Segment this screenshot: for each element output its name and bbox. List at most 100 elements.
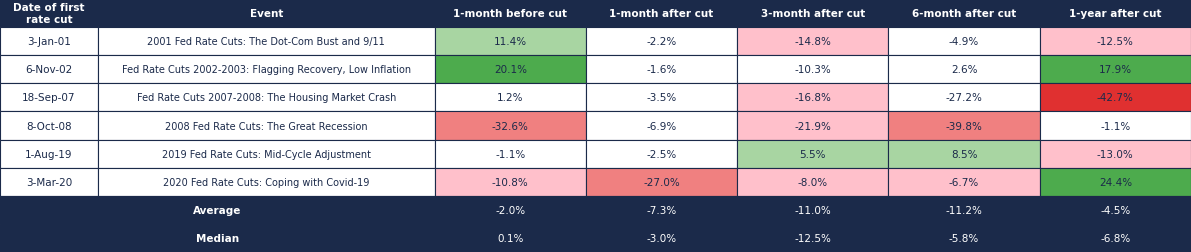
Text: -1.1%: -1.1% (1100, 121, 1130, 131)
Text: -3.5%: -3.5% (647, 93, 676, 103)
Bar (98, 112, 435, 140)
Bar (98, 168, 435, 196)
Bar (0, 0, 98, 28)
Bar (1040, 56, 1191, 84)
Bar (0, 196, 435, 224)
Bar (435, 84, 586, 112)
Bar (0, 84, 98, 112)
Text: 24.4%: 24.4% (1099, 177, 1131, 187)
Text: -39.8%: -39.8% (946, 121, 983, 131)
Text: -2.2%: -2.2% (647, 37, 676, 47)
Bar (0, 28, 98, 56)
Bar (737, 28, 888, 56)
Text: 2001 Fed Rate Cuts: The Dot-Com Bust and 9/11: 2001 Fed Rate Cuts: The Dot-Com Bust and… (148, 37, 385, 47)
Text: -16.8%: -16.8% (794, 93, 831, 103)
Text: 18-Sep-07: 18-Sep-07 (23, 93, 75, 103)
Bar (586, 224, 737, 252)
Text: 1-Aug-19: 1-Aug-19 (25, 149, 73, 159)
Bar (888, 140, 1040, 168)
Text: -6.8%: -6.8% (1100, 233, 1130, 243)
Bar (1040, 140, 1191, 168)
Bar (586, 84, 737, 112)
Bar (98, 0, 435, 28)
Text: -4.9%: -4.9% (949, 37, 979, 47)
Text: -27.2%: -27.2% (946, 93, 983, 103)
Bar (0, 140, 98, 168)
Text: -1.6%: -1.6% (647, 65, 676, 75)
Text: 1.2%: 1.2% (497, 93, 524, 103)
Text: 1-month before cut: 1-month before cut (454, 9, 567, 19)
Text: -11.0%: -11.0% (794, 205, 831, 215)
Text: -4.5%: -4.5% (1100, 205, 1130, 215)
Text: 1-year after cut: 1-year after cut (1070, 9, 1161, 19)
Text: -11.2%: -11.2% (946, 205, 983, 215)
Text: -5.8%: -5.8% (949, 233, 979, 243)
Bar (888, 196, 1040, 224)
Text: 2019 Fed Rate Cuts: Mid-Cycle Adjustment: 2019 Fed Rate Cuts: Mid-Cycle Adjustment (162, 149, 370, 159)
Text: Date of first
rate cut: Date of first rate cut (13, 3, 85, 25)
Bar (0, 224, 435, 252)
Bar (1040, 168, 1191, 196)
Bar (586, 112, 737, 140)
Text: 1-month after cut: 1-month after cut (610, 9, 713, 19)
Bar (435, 196, 586, 224)
Text: 6-Nov-02: 6-Nov-02 (25, 65, 73, 75)
Bar (1040, 0, 1191, 28)
Bar (888, 224, 1040, 252)
Text: -10.3%: -10.3% (794, 65, 831, 75)
Bar (586, 196, 737, 224)
Text: -27.0%: -27.0% (643, 177, 680, 187)
Text: -12.5%: -12.5% (794, 233, 831, 243)
Text: 2.6%: 2.6% (950, 65, 978, 75)
Text: -32.6%: -32.6% (492, 121, 529, 131)
Bar (0, 112, 98, 140)
Text: 20.1%: 20.1% (494, 65, 526, 75)
Bar (586, 168, 737, 196)
Bar (0, 56, 98, 84)
Bar (1040, 84, 1191, 112)
Text: Event: Event (249, 9, 283, 19)
Text: -2.0%: -2.0% (495, 205, 525, 215)
Text: -3.0%: -3.0% (647, 233, 676, 243)
Bar (98, 140, 435, 168)
Text: 3-month after cut: 3-month after cut (761, 9, 865, 19)
Text: -21.9%: -21.9% (794, 121, 831, 131)
Text: Median: Median (195, 233, 239, 243)
Bar (435, 140, 586, 168)
Bar (737, 56, 888, 84)
Text: -7.3%: -7.3% (647, 205, 676, 215)
Text: 0.1%: 0.1% (497, 233, 524, 243)
Bar (888, 112, 1040, 140)
Bar (435, 0, 586, 28)
Bar (98, 84, 435, 112)
Text: 8-Oct-08: 8-Oct-08 (26, 121, 71, 131)
Bar (888, 168, 1040, 196)
Text: 2020 Fed Rate Cuts: Coping with Covid-19: 2020 Fed Rate Cuts: Coping with Covid-19 (163, 177, 369, 187)
Bar (586, 140, 737, 168)
Bar (888, 56, 1040, 84)
Text: 8.5%: 8.5% (950, 149, 978, 159)
Text: -42.7%: -42.7% (1097, 93, 1134, 103)
Bar (888, 28, 1040, 56)
Text: Fed Rate Cuts 2002-2003: Flagging Recovery, Low Inflation: Fed Rate Cuts 2002-2003: Flagging Recove… (121, 65, 411, 75)
Text: -10.8%: -10.8% (492, 177, 529, 187)
Bar (1040, 196, 1191, 224)
Bar (435, 112, 586, 140)
Bar (737, 140, 888, 168)
Bar (98, 56, 435, 84)
Text: 5.5%: 5.5% (799, 149, 827, 159)
Bar (435, 28, 586, 56)
Text: 3-Mar-20: 3-Mar-20 (26, 177, 71, 187)
Bar (737, 196, 888, 224)
Text: -6.9%: -6.9% (647, 121, 676, 131)
Text: 3-Jan-01: 3-Jan-01 (27, 37, 70, 47)
Bar (888, 0, 1040, 28)
Text: -6.7%: -6.7% (949, 177, 979, 187)
Bar (1040, 112, 1191, 140)
Bar (737, 84, 888, 112)
Bar (586, 28, 737, 56)
Bar (98, 28, 435, 56)
Bar (586, 56, 737, 84)
Bar (737, 224, 888, 252)
Bar (435, 168, 586, 196)
